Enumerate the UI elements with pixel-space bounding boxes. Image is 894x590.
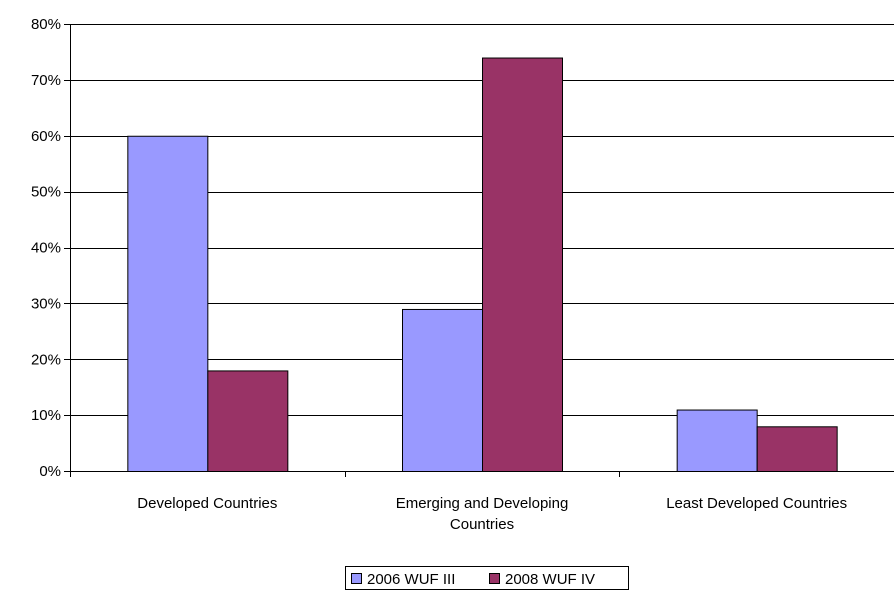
y-tick-label: 0% bbox=[39, 463, 61, 480]
legend-label: 2008 WUF IV bbox=[505, 571, 595, 588]
y-tick-label: 10% bbox=[31, 407, 61, 424]
y-tick-label: 20% bbox=[31, 351, 61, 368]
y-tick-label: 50% bbox=[31, 184, 61, 201]
legend: 2006 WUF III 2008 WUF IV bbox=[345, 566, 629, 590]
legend-swatch bbox=[489, 573, 500, 584]
bar-series1 bbox=[402, 308, 483, 472]
x-axis-labels: Developed Countries Emerging and Developi… bbox=[137, 495, 847, 533]
bars bbox=[127, 57, 838, 473]
y-tick-label: 30% bbox=[31, 295, 61, 312]
axes bbox=[64, 24, 894, 477]
y-tick-label: 60% bbox=[31, 128, 61, 145]
x-category-label: Developed Countries bbox=[137, 495, 277, 512]
x-category-label: Emerging and Developing bbox=[396, 495, 569, 512]
bar-series1 bbox=[127, 135, 209, 472]
x-category-label: Countries bbox=[450, 516, 514, 533]
bar-series2 bbox=[207, 370, 289, 472]
y-tick-label: 70% bbox=[31, 72, 61, 89]
bar-series2 bbox=[756, 426, 838, 472]
y-tick-label: 40% bbox=[31, 240, 61, 257]
bar-series2 bbox=[482, 57, 563, 473]
y-tick-label: 80% bbox=[31, 16, 61, 33]
x-category-label: Least Developed Countries bbox=[666, 495, 847, 512]
legend-label: 2006 WUF III bbox=[367, 571, 455, 588]
bar-series1 bbox=[676, 409, 758, 473]
y-axis-ticks: 0% 10% 20% 30% 40% 50% 60% 70% 80% bbox=[31, 16, 61, 480]
legend-swatch bbox=[351, 573, 362, 584]
